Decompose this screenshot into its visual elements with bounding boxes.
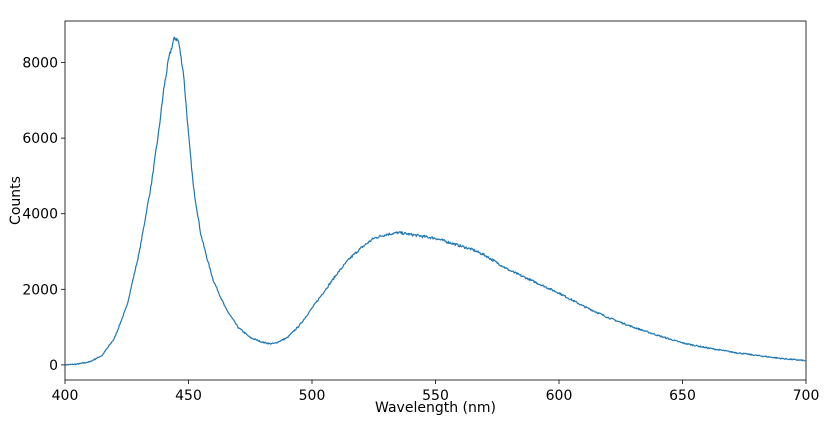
x-axis: 400 450 500 550 600 650 700 bbox=[52, 380, 820, 404]
y-axis-title: Counts bbox=[8, 176, 24, 225]
x-tick-label: 400 bbox=[52, 388, 79, 404]
x-tick-label: 600 bbox=[546, 388, 573, 404]
y-tick-label: 0 bbox=[49, 358, 58, 374]
x-tick-label: 550 bbox=[422, 388, 449, 404]
plot-area bbox=[64, 20, 807, 381]
y-tick-label: 2000 bbox=[22, 282, 58, 298]
y-tick-label: 6000 bbox=[22, 131, 58, 147]
series-line bbox=[64, 36, 807, 366]
x-tick-label: 650 bbox=[669, 388, 696, 404]
y-tick-label: 4000 bbox=[22, 207, 58, 223]
x-tick-label: 700 bbox=[793, 388, 820, 404]
x-axis-title: Wavelength (nm) bbox=[375, 400, 496, 416]
x-tick-label: 450 bbox=[175, 388, 202, 404]
y-tick-label: 8000 bbox=[22, 56, 58, 72]
y-axis: 0 2000 4000 6000 8000 bbox=[22, 56, 65, 374]
x-tick-label: 500 bbox=[299, 388, 326, 404]
